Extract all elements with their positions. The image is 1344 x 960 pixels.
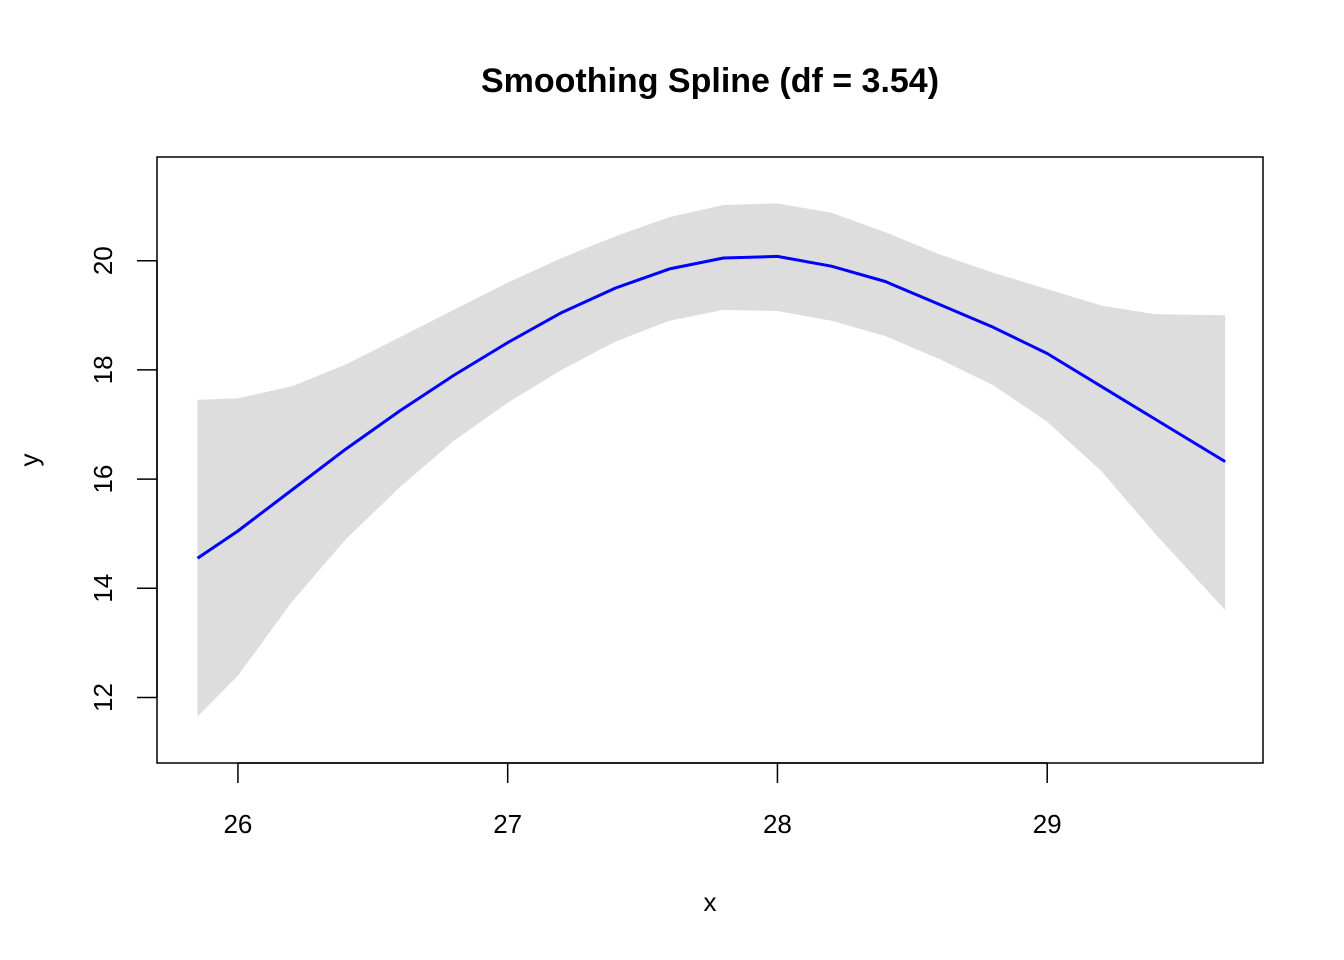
y-axis: 12 14 16 18 20: [88, 246, 158, 712]
x-tick-label: 27: [493, 809, 522, 839]
x-tick-label: 26: [223, 809, 252, 839]
y-tick-label: 14: [88, 574, 118, 603]
x-axis-title: x: [704, 887, 717, 917]
y-axis-title: y: [14, 454, 44, 467]
y-tick-label: 20: [88, 246, 118, 275]
y-tick-label: 12: [88, 683, 118, 712]
spline-fit-line: [196, 254, 1226, 560]
y-tick-label: 16: [88, 465, 118, 494]
x-tick-label: 28: [763, 809, 792, 839]
confidence-band: [197, 203, 1226, 717]
plot-area: [196, 203, 1226, 717]
x-tick-label: 29: [1033, 809, 1062, 839]
chart-title: Smoothing Spline (df = 3.54): [481, 62, 939, 100]
x-axis: 26 27 28 29: [223, 762, 1062, 839]
y-tick-label: 18: [88, 355, 118, 384]
